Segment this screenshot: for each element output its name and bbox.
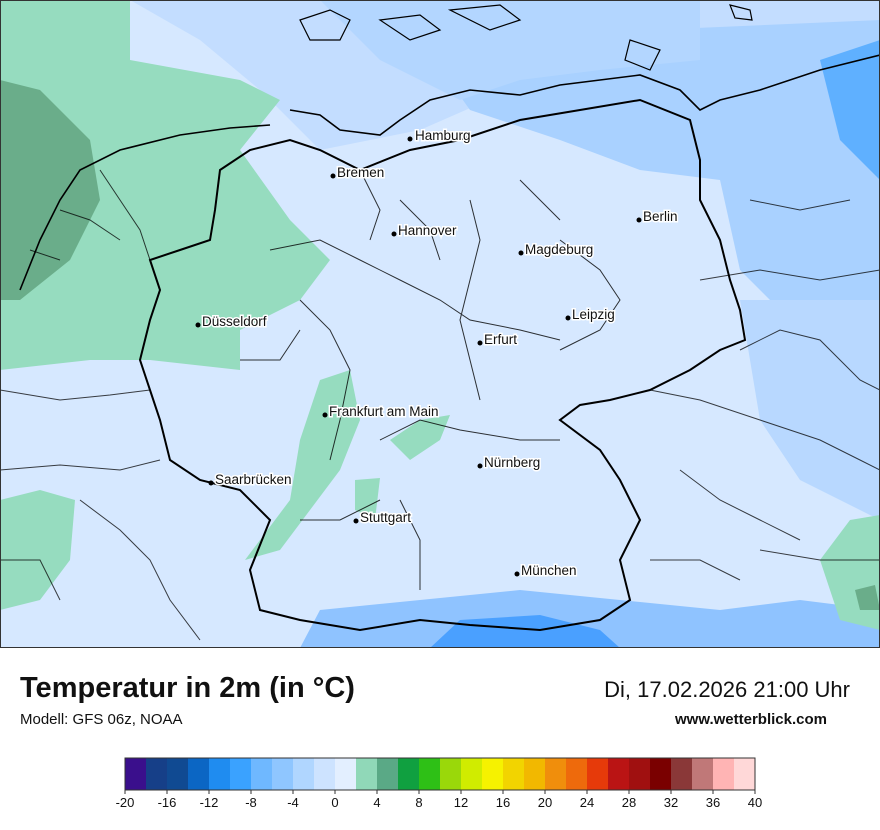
city-dot-stuttgart — [353, 518, 359, 524]
legend-swatch — [167, 758, 189, 790]
legend-swatch — [671, 758, 693, 790]
legend-tick-label: 16 — [496, 795, 510, 810]
temp-zone-southwest — [0, 490, 75, 610]
city-dot-duesseldorf — [195, 322, 201, 328]
city-label-magdeburg: Magdeburg — [525, 242, 593, 257]
city-dot-bremen — [330, 173, 336, 179]
legend-swatch — [419, 758, 441, 790]
legend-swatch — [314, 758, 336, 790]
legend-swatch — [146, 758, 168, 790]
legend-swatch — [335, 758, 357, 790]
legend-swatch — [440, 758, 462, 790]
legend-tick-label: -16 — [158, 795, 177, 810]
temp-zone-baltic — [320, 0, 700, 100]
legend-swatch — [650, 758, 672, 790]
city-dot-berlin — [636, 217, 642, 223]
city-dot-magdeburg — [518, 250, 524, 256]
legend-tick-label: -8 — [245, 795, 257, 810]
neighbor-borders — [0, 169, 880, 641]
temp-zone-west-warm — [0, 80, 100, 300]
coastline — [19, 54, 880, 291]
temp-zone-alps — [300, 590, 880, 648]
city-label-frankfurt: Frankfurt am Main — [329, 404, 439, 419]
legend-swatch — [587, 758, 609, 790]
legend-swatches — [124, 757, 756, 791]
legend-swatch — [566, 758, 588, 790]
legend-swatch — [377, 758, 399, 790]
city-label-hamburg: Hamburg — [415, 128, 471, 143]
city-dot-hamburg — [407, 136, 413, 142]
temp-zone-alps-cold — [430, 615, 620, 648]
color-legend: -20 -16 -12 -8 -4 0 4 8 12 16 20 24 28 32 36 40 — [116, 757, 762, 810]
legend-swatch — [125, 758, 147, 790]
legend-tick-label: 36 — [706, 795, 720, 810]
city-label-hannover: Hannover — [398, 223, 457, 238]
legend-swatch — [356, 758, 378, 790]
legend-ticks: -20 -16 -12 -8 -4 0 4 8 12 16 20 24 28 32 36 40 — [116, 790, 762, 810]
state-borders — [240, 169, 621, 590]
legend-tick-label: 12 — [454, 795, 468, 810]
legend-swatch — [734, 758, 756, 790]
city-dot-hannover — [391, 231, 397, 237]
legend-tick-label: -12 — [200, 795, 219, 810]
city-dot-saarbruecken — [208, 480, 214, 486]
city-label-saarbruecken: Saarbrücken — [215, 472, 292, 487]
temp-zone-west — [0, 0, 330, 370]
legend-swatch — [188, 758, 210, 790]
temp-zone-southeast-warm — [855, 585, 880, 610]
legend-swatch — [293, 758, 315, 790]
temp-zone-upper-rhine — [245, 370, 360, 560]
city-dot-frankfurt — [322, 412, 328, 418]
legend-tick-label: 4 — [373, 795, 380, 810]
city-dot-muenchen — [514, 571, 520, 577]
legend-tick-label: 32 — [664, 795, 678, 810]
legend-swatch — [461, 758, 483, 790]
legend-tick-label: 24 — [580, 795, 594, 810]
temp-zone-northeast — [420, 20, 880, 360]
legend-swatch — [209, 758, 231, 790]
legend-frame — [124, 757, 756, 791]
legend-swatch — [230, 758, 252, 790]
temp-zone-east — [740, 300, 880, 520]
legend-swatch — [398, 758, 420, 790]
city-dot-nuernberg — [477, 463, 483, 469]
city-label-bremen: Bremen — [337, 165, 384, 180]
legend-swatch — [503, 758, 525, 790]
city-label-muenchen: München — [521, 563, 577, 578]
city-label-duesseldorf: Düsseldorf — [202, 314, 267, 329]
city-label-berlin: Berlin — [643, 209, 678, 224]
city-label-nuernberg: Nürnberg — [484, 455, 540, 470]
country-border-germany — [138, 98, 747, 632]
legend-tick-label: 28 — [622, 795, 636, 810]
temperature-map: Hamburg Bremen Hannover Berlin Magdeburg… — [0, 0, 880, 648]
city-label-leipzig: Leipzig — [572, 307, 615, 322]
legend-swatch — [272, 758, 294, 790]
legend-tick-label: 20 — [538, 795, 552, 810]
legend-tick-label: -4 — [287, 795, 299, 810]
temp-zone-northeast-cold — [820, 40, 880, 180]
city-dot-leipzig — [565, 315, 571, 321]
islands — [299, 4, 753, 71]
map-title: Temperatur in 2m (in °C) — [20, 672, 355, 704]
legend-tick-label: -20 — [116, 795, 135, 810]
city-dot-erfurt — [477, 340, 483, 346]
city-label-stuttgart: Stuttgart — [360, 510, 411, 525]
city-label-erfurt: Erfurt — [484, 332, 517, 347]
legend-swatch — [482, 758, 504, 790]
legend-swatch — [629, 758, 651, 790]
legend-tick-label: 40 — [748, 795, 762, 810]
city-markers: Hamburg Bremen Hannover Berlin Magdeburg… — [195, 127, 679, 580]
legend-swatch — [251, 758, 273, 790]
legend-tick-label: 0 — [331, 795, 338, 810]
legend-swatch — [713, 758, 735, 790]
temp-zone-main — [390, 415, 450, 460]
legend-tick-label: 8 — [415, 795, 422, 810]
website-link[interactable]: www.wetterblick.com — [675, 711, 827, 728]
model-info: Modell: GFS 06z, NOAA — [20, 711, 183, 728]
legend-swatch — [692, 758, 714, 790]
legend-swatch — [524, 758, 546, 790]
legend-swatch — [545, 758, 567, 790]
forecast-datetime: Di, 17.02.2026 21:00 Uhr — [604, 677, 850, 702]
legend-swatch — [608, 758, 630, 790]
